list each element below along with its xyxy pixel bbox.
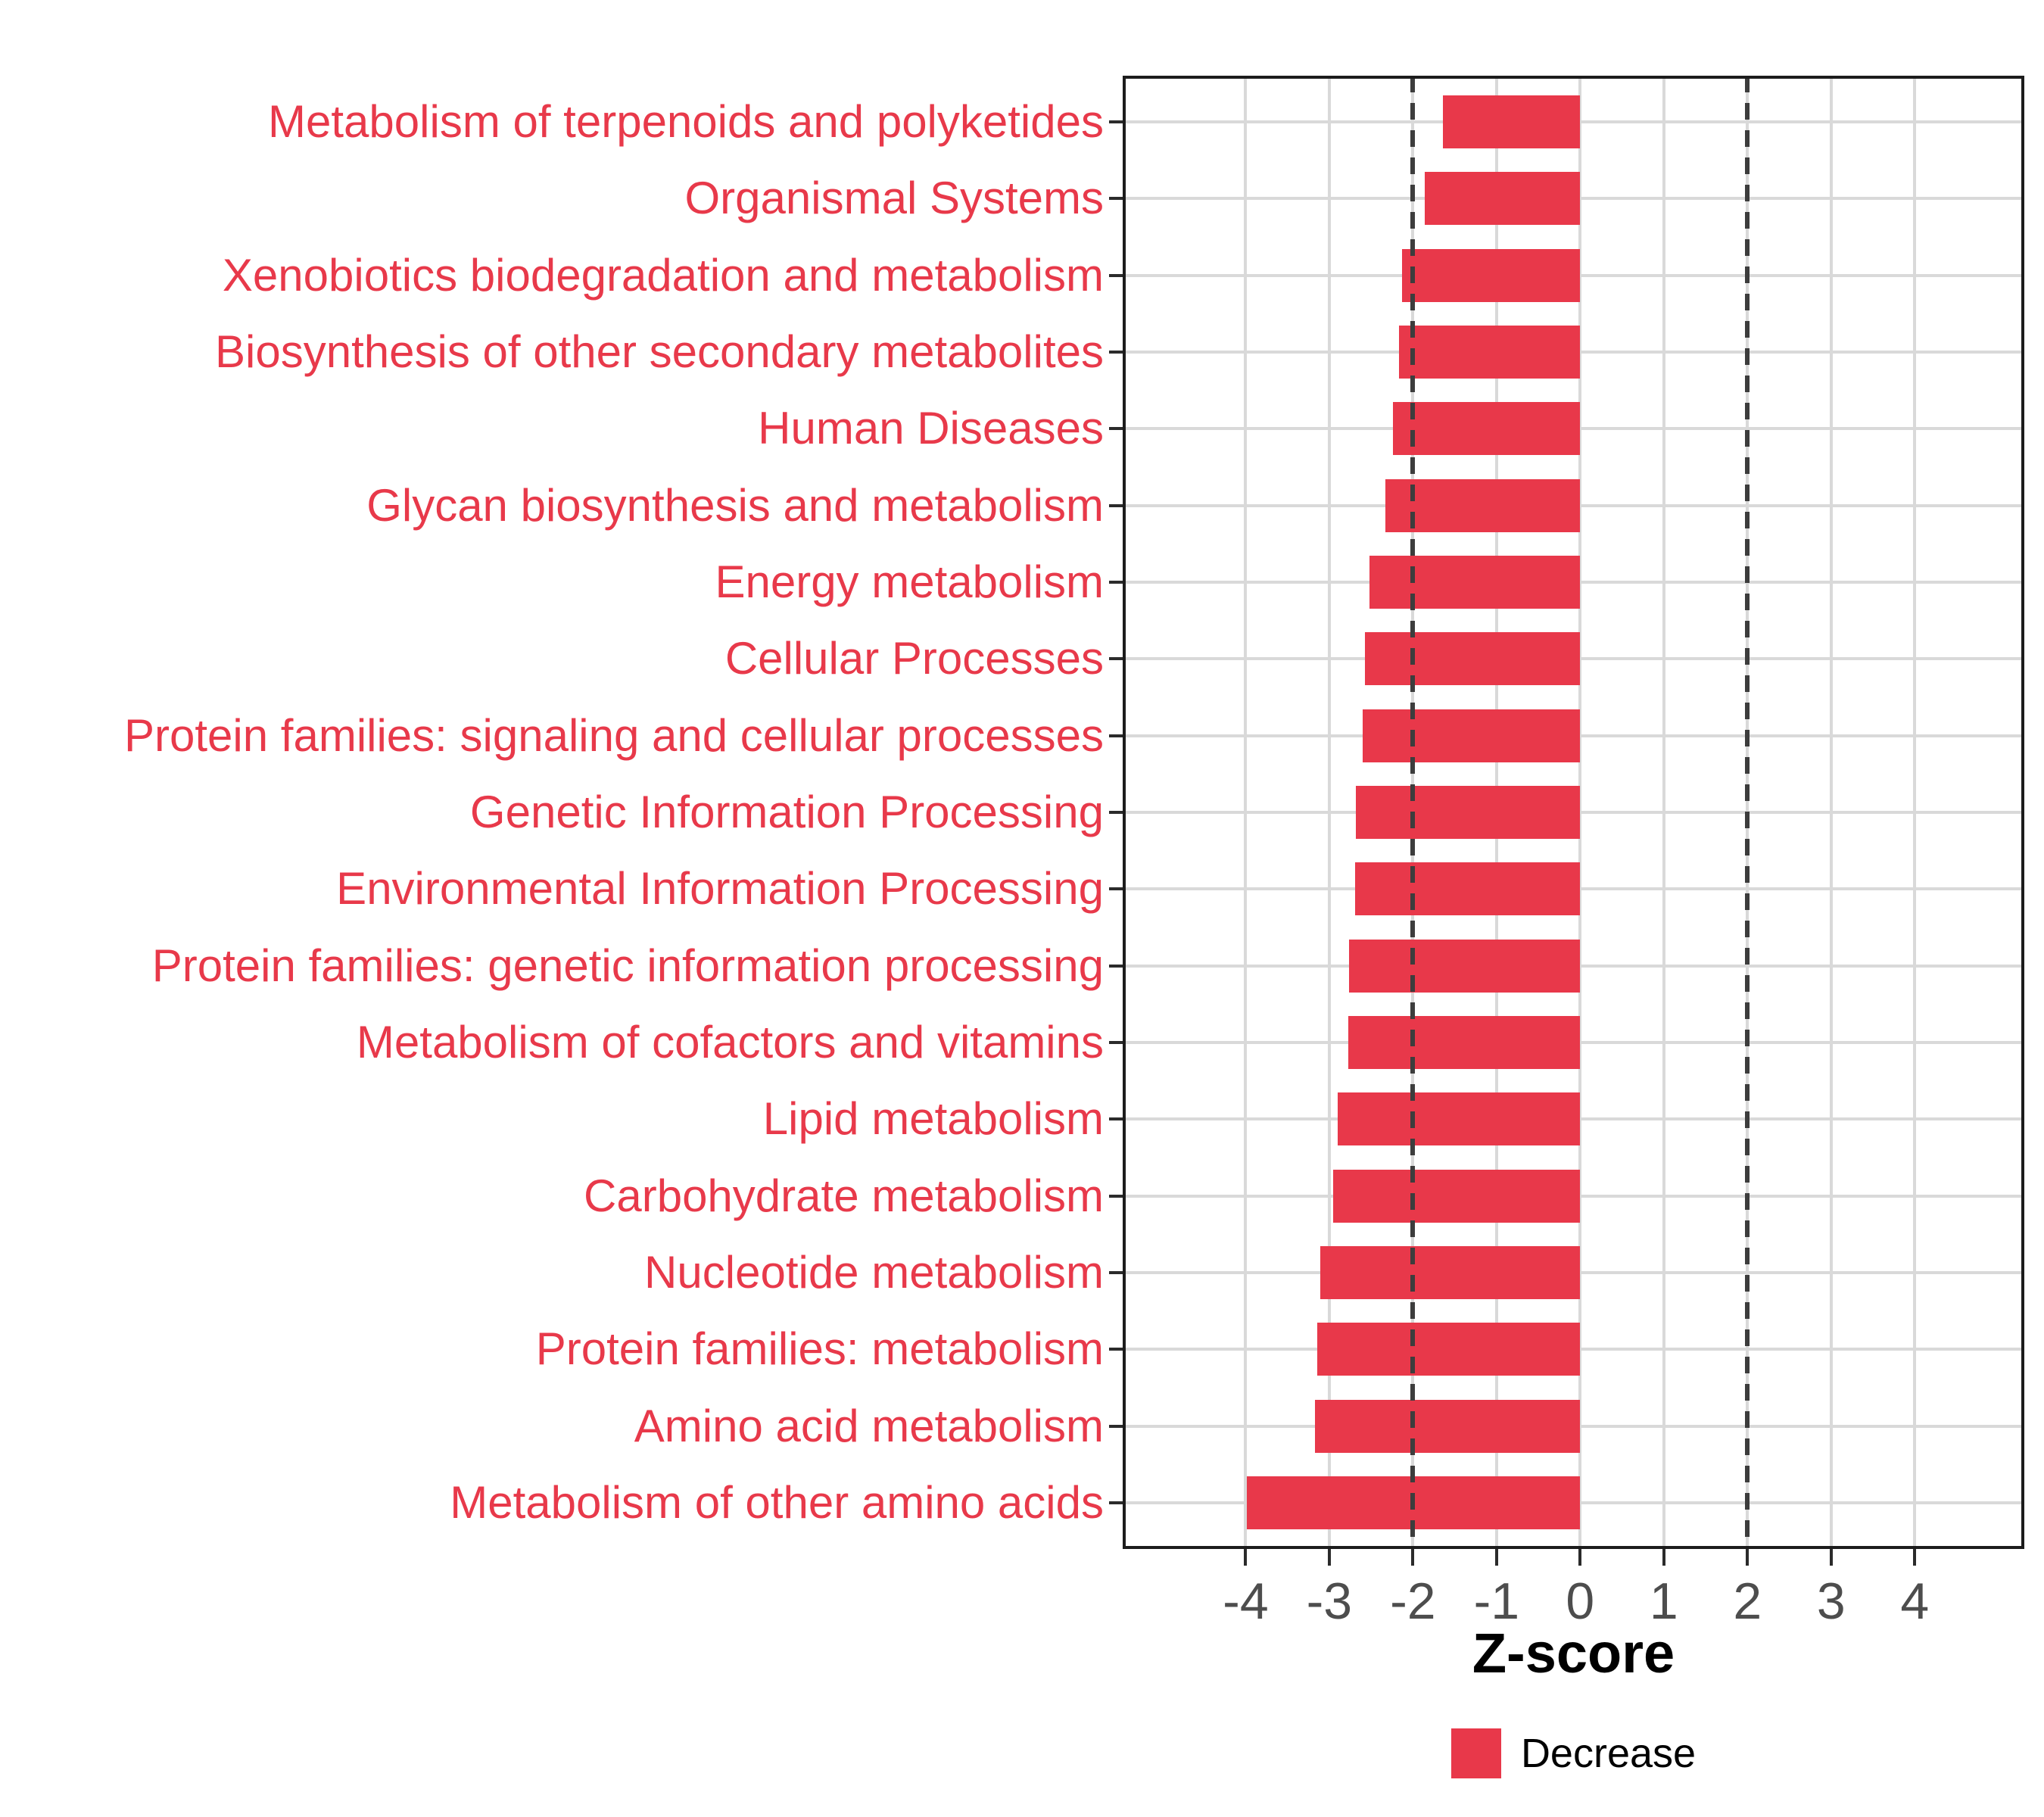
category-label: Metabolism of other amino acids (450, 1477, 1104, 1529)
bar (1355, 862, 1581, 916)
x-axis-title: Z-score (1472, 1622, 1675, 1685)
bar (1369, 555, 1581, 609)
y-axis-tick (1109, 1117, 1123, 1121)
y-axis-tick (1109, 1348, 1123, 1351)
x-axis-tick (1411, 1549, 1415, 1566)
x-axis-tick (1578, 1549, 1582, 1566)
category-label: Xenobiotics biodegradation and metabolis… (222, 249, 1104, 301)
y-axis-tick (1109, 1501, 1123, 1505)
x-tick-label: -4 (1223, 1572, 1269, 1630)
bar (1356, 786, 1581, 839)
bar (1398, 325, 1581, 379)
x-tick-label: -2 (1390, 1572, 1436, 1630)
y-axis-tick (1109, 887, 1123, 891)
reference-dashed-line (1410, 76, 1416, 1549)
bar (1337, 1092, 1581, 1146)
x-axis-tick (1662, 1549, 1665, 1566)
bar (1402, 248, 1581, 302)
y-axis-tick (1109, 503, 1123, 507)
bar (1348, 1016, 1581, 1070)
y-axis-tick (1109, 580, 1123, 584)
x-tick-label: -3 (1306, 1572, 1353, 1630)
x-tick-label: -1 (1473, 1572, 1520, 1630)
y-axis-tick (1109, 1271, 1123, 1275)
legend-swatch-decrease (1450, 1728, 1501, 1778)
category-label: Environmental Information Processing (336, 863, 1104, 915)
y-axis-tick (1109, 1194, 1123, 1198)
bar (1349, 939, 1581, 993)
bar (1317, 1323, 1581, 1376)
y-axis-tick (1109, 1424, 1123, 1428)
category-label: Organismal Systems (684, 173, 1104, 224)
x-tick-label: 2 (1733, 1572, 1762, 1630)
bar (1385, 478, 1581, 532)
y-axis-tick (1109, 657, 1123, 661)
category-label: Lipid metabolism (762, 1093, 1104, 1145)
category-label: Metabolism of terpenoids and polyketides (268, 95, 1104, 147)
x-axis-tick (1913, 1549, 1917, 1566)
legend-label-decrease: Decrease (1520, 1731, 1697, 1776)
y-axis-tick (1109, 811, 1123, 814)
x-tick-label: 0 (1566, 1572, 1595, 1630)
x-axis-tick (1494, 1549, 1498, 1566)
y-axis-tick (1109, 964, 1123, 968)
category-label: Glycan biosynthesis and metabolism (366, 479, 1104, 531)
y-axis-tick (1109, 427, 1123, 431)
category-label: Cellular Processes (724, 633, 1104, 684)
category-label: Human Diseases (758, 403, 1104, 454)
bar (1424, 172, 1581, 226)
bar (1333, 1169, 1581, 1223)
x-axis-tick (1244, 1549, 1248, 1566)
y-axis-tick (1109, 120, 1123, 123)
x-tick-label: 4 (1900, 1572, 1930, 1630)
bar (1315, 1399, 1581, 1453)
category-label: Genetic Information Processing (469, 787, 1104, 837)
x-axis-tick (1327, 1549, 1331, 1566)
y-axis-tick (1109, 350, 1123, 354)
category-label: Nucleotide metabolism (644, 1247, 1104, 1298)
category-label: Protein families: genetic information pr… (151, 940, 1104, 991)
x-tick-label: 1 (1649, 1572, 1678, 1630)
category-label: Amino acid metabolism (634, 1400, 1104, 1451)
y-axis-tick (1109, 197, 1123, 201)
plot-panel (1123, 76, 2024, 1549)
reference-dashed-line (1745, 76, 1750, 1549)
category-label: Protein families: signaling and cellular… (124, 709, 1104, 761)
bar (1443, 95, 1581, 148)
bar (1392, 402, 1581, 456)
x-axis-tick (1829, 1549, 1833, 1566)
category-label: Protein families: metabolism (535, 1323, 1104, 1375)
y-axis-tick (1109, 1041, 1123, 1045)
category-label: Energy metabolism (715, 556, 1104, 607)
category-label: Biosynthesis of other secondary metaboli… (215, 326, 1104, 377)
x-tick-label: 3 (1816, 1572, 1846, 1630)
category-label: Carbohydrate metabolism (584, 1170, 1104, 1221)
bar (1365, 632, 1581, 686)
category-label: Metabolism of cofactors and vitamins (356, 1017, 1104, 1068)
y-axis-tick (1109, 734, 1123, 737)
legend: Decrease (1123, 1728, 2024, 1778)
bar (1363, 709, 1581, 762)
bar (1320, 1246, 1581, 1300)
y-axis-tick (1109, 273, 1123, 277)
x-axis-tick (1746, 1549, 1750, 1566)
